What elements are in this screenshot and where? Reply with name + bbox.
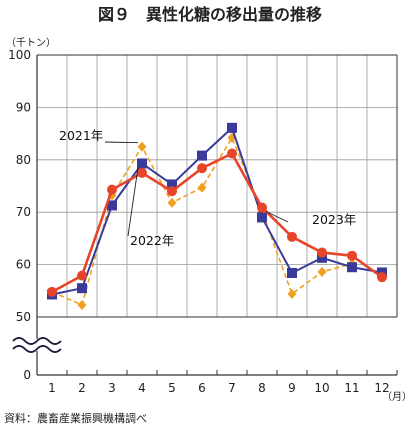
series-2-point-2 [77, 270, 87, 281]
x-tick-label-1: 1 [48, 381, 56, 395]
x-tick-label-9: 9 [288, 381, 296, 395]
chart-title: 図９ 異性化糖の移出量の推移 [98, 5, 322, 24]
series-1-point-9 [287, 267, 297, 278]
series-2-point-1 [47, 286, 57, 297]
series-2-point-11 [347, 250, 357, 261]
x-tick-label-3: 3 [108, 381, 116, 395]
annotation-leader-2 [127, 167, 139, 237]
x-tick-label-10: 10 [314, 381, 329, 395]
y-tick-label-90: 90 [16, 100, 31, 114]
x-axis-unit: （月） [382, 391, 412, 403]
x-tick-label-4: 4 [138, 381, 146, 395]
series-0-point-9 [287, 288, 297, 299]
y-tick-label-0: 0 [23, 368, 31, 382]
series-2-point-9 [287, 231, 297, 242]
series-1-point-10 [317, 252, 327, 263]
y-tick-label-100: 100 [8, 48, 31, 62]
series-1-point-6 [197, 150, 207, 161]
x-tick-labels: 1 2 3 4 5 6 7 8 9 10 11 12 [48, 381, 389, 395]
series-1-point-5 [167, 179, 177, 190]
series-1-point-7 [227, 122, 237, 133]
y-tick-label-70: 70 [16, 205, 31, 219]
annotation-label-3: 2023年 [312, 212, 356, 227]
x-tick-label-6: 6 [198, 381, 206, 395]
series-1-point-4 [137, 158, 147, 169]
series-line-2 [51, 152, 383, 293]
axis-break-wave-1 [12, 337, 62, 345]
axes [12, 54, 398, 376]
series-2-point-4 [137, 167, 147, 178]
x-tick-label-11: 11 [344, 381, 359, 395]
series-1-point-11 [347, 262, 357, 273]
axis-break-wave-2 [12, 345, 62, 353]
series-2-point-7 [227, 148, 237, 159]
annotation-label-1: 2021年 [59, 128, 103, 143]
series-2-point-5 [167, 186, 177, 197]
annotation-label-2: 2022年 [130, 233, 174, 248]
series-2-point-6 [197, 163, 207, 174]
x-tick-label-7: 7 [228, 381, 236, 395]
series-1-point-8 [257, 212, 267, 223]
x-tick-label-5: 5 [168, 381, 176, 395]
annotation-layer: 2021年 2022年 2023年 [59, 128, 356, 248]
x-tick-label-2: 2 [78, 381, 86, 395]
series-2-point-3 [107, 184, 117, 195]
x-tick-label-12: 12 [374, 381, 389, 395]
series-0-point-10 [317, 266, 327, 277]
series-0-point-5 [167, 197, 177, 208]
y-axis-unit: （千トン） [6, 37, 56, 49]
series-2-point-10 [317, 247, 327, 258]
series-2-point-12 [377, 272, 387, 283]
series-0-point-6 [197, 182, 207, 193]
y-tick-label-80: 80 [16, 153, 31, 167]
series-1-point-2 [77, 283, 87, 294]
series-0-point-4 [137, 141, 147, 152]
y-tick-label-50: 50 [16, 310, 31, 324]
annotation-leader-1 [104, 141, 139, 144]
x-tick-label-8: 8 [258, 381, 266, 395]
series-layer [47, 122, 387, 310]
y-tick-label-60: 60 [16, 258, 31, 272]
y-tick-labels: 0 50 60 70 80 90 100 [8, 48, 31, 382]
series-0-point-2 [77, 299, 87, 310]
source-note: 資料：農畜産業振興機構調べ [4, 411, 147, 425]
grid-lines [37, 54, 397, 317]
annotation-leader-3 [265, 211, 289, 223]
series-2-point-8 [257, 202, 267, 213]
series-1-point-3 [107, 200, 117, 211]
